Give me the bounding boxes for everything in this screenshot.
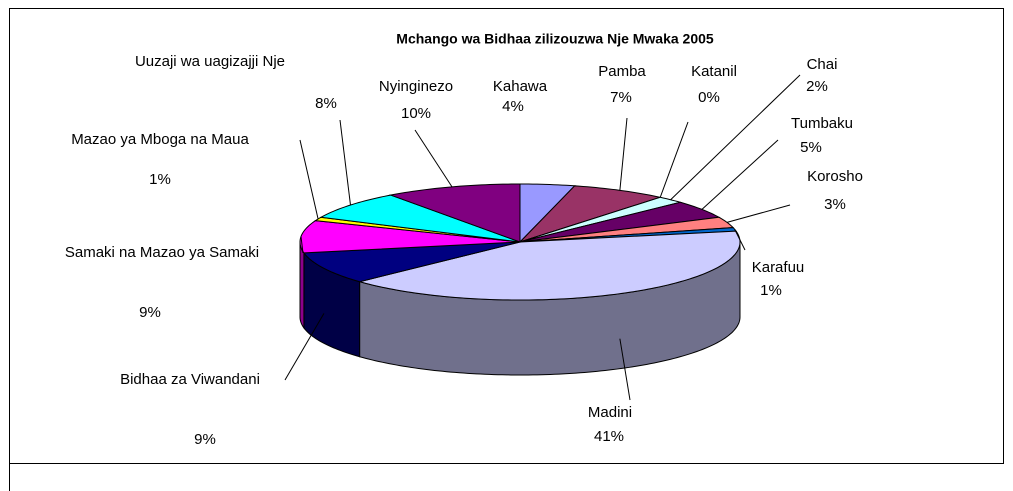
chart-title: Mchango wa Bidhaa zilizouzwa Nje Mwaka 2… — [396, 31, 714, 47]
leader-line — [734, 229, 746, 251]
slice-value-label: 7% — [610, 89, 632, 106]
slice-label: Mazao ya Mboga na Maua — [71, 131, 249, 148]
slice-value-label: 41% — [594, 428, 624, 445]
slice-label: Karafuu — [752, 259, 805, 276]
slice-value-label: 0% — [698, 89, 720, 106]
leader-line — [619, 117, 628, 191]
slice-label: Madini — [588, 404, 632, 421]
leader-line — [726, 204, 791, 223]
slice-label: Pamba — [598, 63, 646, 80]
slice — [302, 241, 521, 283]
slice — [519, 196, 683, 243]
slice-value-label: 1% — [149, 171, 171, 188]
slice-value-label: 9% — [194, 431, 216, 448]
slice-value-label: 10% — [401, 105, 431, 122]
slice-label: Katanil — [691, 63, 737, 80]
slice-label: Bidhaa za Viwandani — [120, 371, 260, 388]
leader-line — [619, 338, 631, 401]
slice-side — [299, 241, 305, 330]
slice-value-label: 2% — [806, 78, 828, 95]
slice-label: Korosho — [807, 168, 863, 185]
leader-line — [284, 313, 325, 381]
slice-value-label: 5% — [800, 139, 822, 156]
slice-label: Chai — [807, 56, 838, 73]
leader-line — [339, 119, 351, 206]
slice-value-label: 9% — [139, 304, 161, 321]
slice-label: Samaki na Mazao ya Samaki — [65, 244, 259, 261]
slice-value-label: 4% — [502, 98, 524, 115]
slice-label: Nyinginezo — [379, 78, 453, 95]
leader-line — [299, 139, 319, 220]
leader-line — [414, 129, 453, 188]
slice — [357, 230, 741, 301]
slice-value-label: 8% — [315, 95, 337, 112]
leader-line — [300, 236, 304, 254]
slice-label: Uuzaji wa uagizajji Nje — [135, 53, 285, 70]
slice — [388, 183, 521, 243]
leader-line — [701, 139, 779, 210]
slice-value-label: 3% — [824, 196, 846, 213]
leader-line — [670, 74, 801, 201]
slice — [519, 185, 663, 243]
slice-value-label: 1% — [760, 282, 782, 299]
slice-label: Tumbaku — [791, 115, 853, 132]
slice-label: Kahawa — [493, 78, 548, 95]
leader-line — [659, 121, 689, 198]
